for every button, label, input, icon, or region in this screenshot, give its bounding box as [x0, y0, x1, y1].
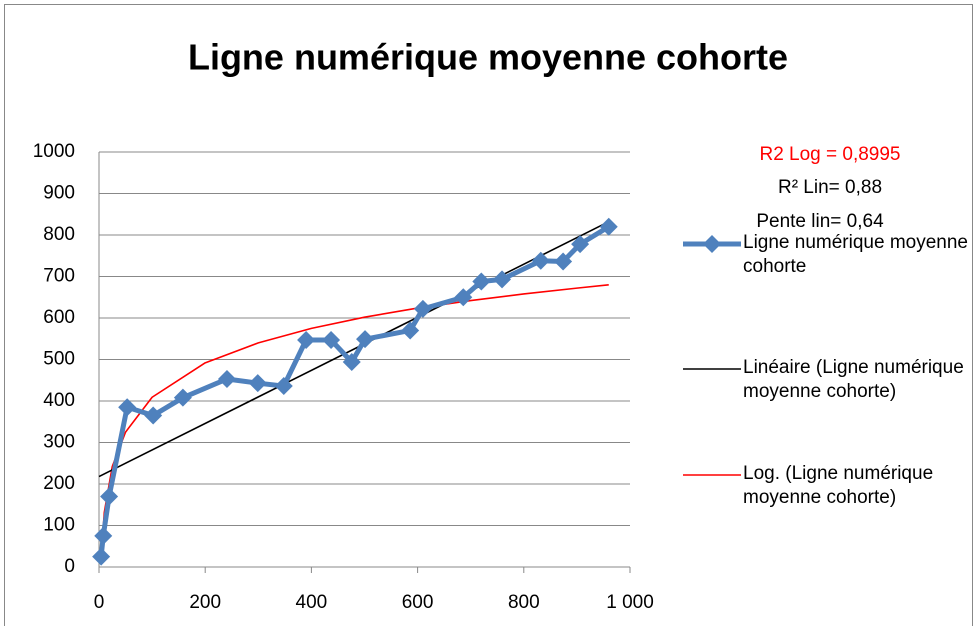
y-tick-label: 700: [43, 266, 75, 287]
marker: [217, 370, 236, 389]
marker: [401, 321, 420, 340]
legend-marker: [703, 235, 721, 253]
marker: [92, 547, 111, 566]
marker: [173, 388, 192, 407]
y-tick-label: 200: [43, 473, 75, 494]
marker: [356, 330, 375, 349]
annotation: R² Lin= 0,88: [778, 177, 882, 198]
marker: [554, 252, 573, 271]
chart-title: Ligne numérique moyenne cohorte: [188, 37, 788, 78]
data-line: [98, 224, 611, 557]
trend-line: [98, 221, 610, 478]
marker: [144, 406, 163, 425]
chart-frame: [4, 4, 973, 626]
marker: [472, 272, 491, 291]
x-tick-label: 200: [189, 592, 221, 613]
marker: [413, 299, 432, 318]
y-tick-label: 800: [43, 224, 75, 245]
x-tick-label: 0: [94, 592, 105, 613]
x-tick-label: 600: [402, 592, 434, 613]
annotation: Pente lin= 0,64: [756, 211, 884, 232]
y-tick-label: 500: [43, 349, 75, 370]
y-tick-label: 0: [64, 556, 75, 577]
legend-label: Linéaire (Ligne numérique moyenne cohort…: [743, 357, 964, 402]
legend-label: Log. (Ligne numérique moyenne cohorte): [743, 463, 934, 508]
marker: [454, 288, 473, 307]
y-tick-label: 400: [43, 390, 75, 411]
annotation: R2 Log = 0,8995: [759, 144, 900, 165]
y-tick-label: 300: [43, 432, 75, 453]
marker: [94, 526, 113, 545]
marker: [322, 330, 341, 349]
marker: [297, 330, 316, 349]
marker: [118, 398, 137, 417]
legend-label: Ligne numérique moyenne cohorte: [743, 232, 968, 277]
y-tick-label: 900: [43, 183, 75, 204]
marker: [599, 217, 618, 236]
y-tick-label: 600: [43, 307, 75, 328]
marker: [342, 352, 361, 371]
marker: [248, 374, 267, 393]
marker: [493, 270, 512, 289]
y-tick-label: 100: [43, 515, 75, 536]
marker: [274, 377, 293, 396]
marker: [100, 487, 119, 506]
marker: [571, 235, 590, 254]
x-tick-label: 800: [508, 592, 540, 613]
x-tick-label: 1 000: [606, 592, 654, 613]
marker: [531, 251, 550, 270]
y-tick-label: 1000: [33, 141, 75, 162]
x-tick-label: 400: [296, 592, 328, 613]
